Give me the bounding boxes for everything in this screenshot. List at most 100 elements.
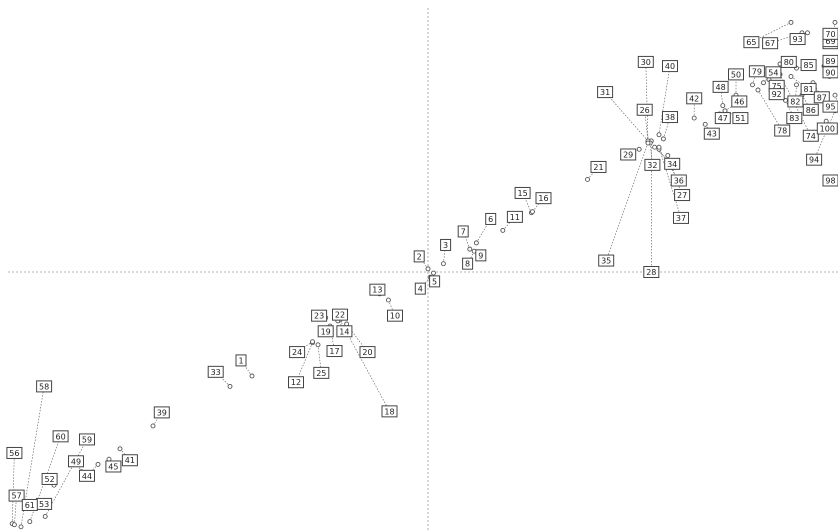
data-point-33 (228, 384, 232, 388)
point-label-26: 26 (637, 104, 652, 115)
point-label-94: 94 (807, 154, 822, 165)
label-text: 60 (56, 432, 66, 441)
point-label-20: 20 (360, 347, 375, 358)
label-text: 47 (718, 114, 728, 123)
data-point-79 (751, 83, 755, 87)
data-point-81 (789, 74, 793, 78)
label-text: 85 (804, 61, 814, 70)
label-text: 4 (418, 285, 423, 294)
point-label-13: 13 (370, 284, 385, 295)
label-text: 12 (291, 378, 301, 387)
data-point-5 (432, 271, 436, 275)
label-text: 89 (825, 57, 835, 66)
label-text: 50 (731, 70, 741, 79)
label-text: 20 (362, 348, 372, 357)
data-point-58 (19, 525, 23, 529)
point-label-35: 35 (599, 255, 614, 266)
data-point-10 (386, 298, 390, 302)
label-text: 38 (665, 113, 675, 122)
label-text: 22 (335, 311, 345, 320)
label-text: 94 (809, 156, 819, 165)
label-text: 54 (768, 68, 778, 77)
label-text: 43 (707, 130, 717, 139)
data-point-7 (468, 247, 472, 251)
label-text: 23 (314, 312, 324, 321)
label-text: 14 (339, 327, 349, 336)
point-label-12: 12 (289, 377, 304, 388)
label-text: 40 (665, 62, 675, 71)
point-label-33: 33 (208, 366, 223, 377)
label-text: 45 (108, 462, 118, 471)
label-text: 61 (25, 501, 35, 510)
point-label-18: 18 (382, 406, 397, 417)
label-text: 30 (641, 58, 651, 67)
data-points (10, 20, 838, 528)
data-point-43 (703, 122, 707, 126)
label-text: 70 (825, 30, 835, 39)
label-text: 24 (292, 348, 302, 357)
point-label-11: 11 (507, 211, 522, 222)
point-label-36: 36 (671, 175, 686, 186)
label-text: 2 (417, 252, 422, 261)
point-label-54: 54 (766, 67, 781, 78)
label-text: 15 (518, 189, 528, 198)
data-point-16 (531, 210, 535, 214)
point-label-85: 85 (801, 60, 816, 71)
point-label-42: 42 (687, 93, 702, 104)
point-label-56: 56 (7, 447, 22, 458)
point-label-51: 51 (733, 113, 748, 124)
label-text: 32 (647, 161, 657, 170)
point-label-2: 2 (414, 251, 424, 262)
label-text: 31 (600, 88, 610, 97)
data-point-11 (501, 228, 505, 232)
data-point-48 (721, 104, 725, 108)
label-text: 39 (157, 408, 167, 417)
label-text: 79 (752, 67, 762, 76)
point-label-92: 92 (769, 89, 784, 100)
data-point-41 (118, 447, 122, 451)
label-text: 98 (825, 176, 835, 185)
point-label-93: 93 (790, 34, 805, 45)
point-label-37: 37 (674, 212, 689, 223)
point-label-80: 80 (781, 56, 796, 67)
data-point-60 (28, 520, 32, 524)
label-text: 21 (593, 163, 603, 172)
point-label-32: 32 (645, 159, 660, 170)
label-text: 74 (806, 132, 816, 141)
point-label-29: 29 (621, 149, 636, 160)
point-label-22: 22 (333, 309, 348, 320)
point-label-46: 46 (732, 96, 747, 107)
point-label-83: 83 (787, 113, 802, 124)
label-text: 36 (674, 176, 684, 185)
label-text: 33 (211, 368, 221, 377)
point-label-53: 53 (37, 498, 52, 509)
point-label-79: 79 (749, 66, 764, 77)
data-point-1 (250, 374, 254, 378)
leader-line-35 (606, 143, 648, 261)
point-label-9: 9 (476, 250, 486, 261)
point-label-100: 100 (817, 123, 837, 134)
data-point-29 (637, 147, 641, 151)
label-text: 53 (39, 500, 49, 509)
data-point-59 (43, 514, 47, 518)
label-text: 56 (9, 449, 19, 458)
data-point-3 (441, 262, 445, 266)
label-text: 29 (623, 150, 633, 159)
data-point-27 (666, 154, 670, 158)
data-point-65 (789, 20, 793, 24)
label-text: 58 (39, 382, 49, 391)
point-label-7: 7 (458, 226, 468, 237)
label-text: 11 (510, 213, 520, 222)
label-text: 80 (784, 58, 794, 67)
point-label-47: 47 (715, 113, 730, 124)
point-label-52: 52 (42, 473, 57, 484)
point-label-90: 90 (823, 67, 838, 78)
point-label-25: 25 (314, 367, 329, 378)
data-point-2 (426, 267, 430, 271)
point-label-39: 39 (154, 407, 169, 418)
point-label-74: 74 (803, 130, 818, 141)
label-text: 83 (789, 114, 799, 123)
label-text: 93 (793, 35, 803, 44)
